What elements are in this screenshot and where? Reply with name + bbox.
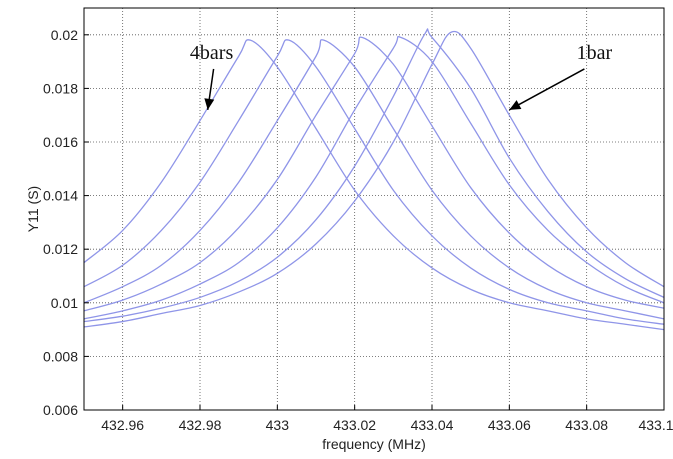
x-axis-label: frequency (MHz) bbox=[322, 436, 425, 452]
plot-frame bbox=[83, 7, 665, 411]
annotation-arrow-head bbox=[204, 98, 215, 110]
plot-area bbox=[84, 8, 664, 410]
y-axis-label: Y11 (S) bbox=[25, 186, 41, 232]
series-line-5 bbox=[83, 35, 665, 320]
y-tick-label: 0.01 bbox=[51, 295, 78, 311]
annotation-arrow-shaft bbox=[508, 68, 585, 111]
annotation-label: 4bars bbox=[190, 42, 234, 64]
y-tick-label: 0.006 bbox=[43, 402, 78, 418]
x-tick-label: 433.08 bbox=[565, 417, 608, 433]
series-line-7 bbox=[83, 30, 665, 328]
series-line-3 bbox=[83, 39, 665, 320]
series-line-2 bbox=[83, 39, 665, 325]
x-tick-label: 432.98 bbox=[179, 417, 222, 433]
x-tick-label: 433 bbox=[266, 417, 290, 433]
series-line-1 bbox=[83, 39, 665, 331]
ticks: 432.96 432.98 433 433.02 433.04 433.06 433.08 4… bbox=[43, 27, 673, 433]
x-tick-label: 432.96 bbox=[101, 417, 144, 433]
annotation-arrow-head bbox=[509, 100, 522, 110]
y-tick-label: 0.008 bbox=[43, 348, 78, 364]
series-line-6 bbox=[83, 28, 665, 323]
annotation-label: 1bar bbox=[577, 42, 613, 64]
y-tick-label: 0.02 bbox=[51, 27, 78, 43]
x-tick-label: 433.04 bbox=[411, 417, 454, 433]
y-tick-label: 0.016 bbox=[43, 134, 78, 150]
y-tick-label: 0.012 bbox=[43, 241, 78, 257]
x-tick-label: 433.06 bbox=[488, 417, 531, 433]
annotations: 4bars 1bar bbox=[190, 42, 613, 111]
series-line-4 bbox=[83, 36, 665, 312]
x-tick-label: 433.1 bbox=[638, 417, 673, 433]
y-tick-label: 0.018 bbox=[43, 80, 78, 96]
series-group bbox=[83, 28, 665, 331]
y-tick-label: 0.014 bbox=[43, 188, 78, 204]
x-tick-label: 433.02 bbox=[333, 417, 376, 433]
